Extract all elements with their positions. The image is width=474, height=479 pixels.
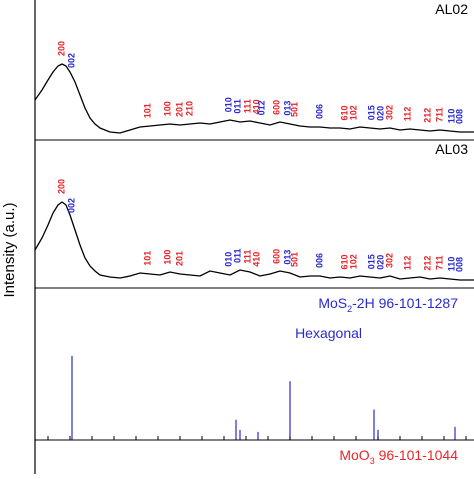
peak-label: 110 bbox=[446, 109, 456, 124]
peak-label: 102 bbox=[348, 105, 358, 120]
peak-label: 112 bbox=[402, 256, 412, 271]
title-part: -2H 96-101-1287 bbox=[352, 295, 458, 311]
peak-label: 002 bbox=[66, 198, 76, 213]
peak-label: 102 bbox=[348, 254, 358, 269]
peak-label: 610 bbox=[339, 105, 349, 120]
peak-label: 200 bbox=[56, 179, 66, 194]
peak-label: 212 bbox=[422, 256, 432, 271]
peak-label: 600 bbox=[271, 100, 281, 115]
peak-label: 200 bbox=[56, 41, 66, 56]
sample-label: AL03 bbox=[435, 141, 468, 157]
peak-label: 020 bbox=[375, 255, 385, 270]
peak-label: 711 bbox=[434, 107, 444, 122]
peak-label: 006 bbox=[314, 104, 324, 119]
peak-label: 410 bbox=[251, 99, 261, 114]
peak-label: 008 bbox=[454, 109, 464, 124]
title-part: 96-101-1044 bbox=[375, 447, 459, 463]
title-part: MoS bbox=[318, 295, 347, 311]
peak-label: 201 bbox=[174, 102, 184, 117]
peak-label: 110 bbox=[446, 257, 456, 272]
peak-label: 201 bbox=[174, 251, 184, 266]
peak-label: 013 bbox=[282, 101, 292, 116]
peak-label: 111 bbox=[242, 250, 252, 264]
y-axis-label: Intensity (a.u.) bbox=[1, 202, 18, 297]
peak-label: 302 bbox=[384, 253, 394, 268]
peak-label: 015 bbox=[366, 254, 376, 269]
peak-label: 112 bbox=[402, 107, 412, 122]
peak-label: 020 bbox=[375, 106, 385, 121]
peak-label: 006 bbox=[314, 253, 324, 268]
peak-label: 010 bbox=[223, 252, 233, 267]
xrd-curve bbox=[34, 201, 474, 281]
peak-label: 101 bbox=[142, 251, 152, 266]
peak-label: 011 bbox=[232, 248, 242, 263]
peak-label: 501 bbox=[289, 252, 299, 267]
panel-subtitle: Hexagonal bbox=[295, 325, 362, 341]
peak-label: 111 bbox=[242, 99, 252, 113]
peak-label: 002 bbox=[66, 53, 76, 68]
title-part: MoO bbox=[339, 447, 369, 463]
peak-label: 610 bbox=[339, 254, 349, 269]
peak-label: 501 bbox=[289, 102, 299, 117]
peak-label: 015 bbox=[366, 105, 376, 120]
peak-label: 101 bbox=[142, 103, 152, 118]
xrd-curve bbox=[34, 63, 474, 134]
peak-label: 011 bbox=[232, 99, 242, 114]
sample-label: AL02 bbox=[435, 1, 468, 17]
panel-title: MoO3 96-101-1044 bbox=[339, 447, 458, 466]
peak-label: 008 bbox=[454, 257, 464, 272]
peak-label: 100 bbox=[162, 101, 172, 116]
peak-label: 010 bbox=[223, 97, 233, 112]
peak-label: 212 bbox=[422, 108, 432, 123]
peak-label: 600 bbox=[271, 249, 281, 264]
title-part: 3 bbox=[370, 456, 375, 466]
peak-label: 711 bbox=[434, 255, 444, 270]
peak-label: 013 bbox=[282, 250, 292, 265]
peak-label: 210 bbox=[184, 101, 194, 116]
peak-label: 100 bbox=[162, 250, 172, 265]
peak-label: 302 bbox=[384, 105, 394, 120]
panel-title: MoS2-2H 96-101-1287 bbox=[318, 295, 458, 314]
peak-label: 410 bbox=[251, 252, 261, 267]
peak-label: 012 bbox=[256, 100, 266, 115]
title-part: 2 bbox=[347, 304, 352, 314]
